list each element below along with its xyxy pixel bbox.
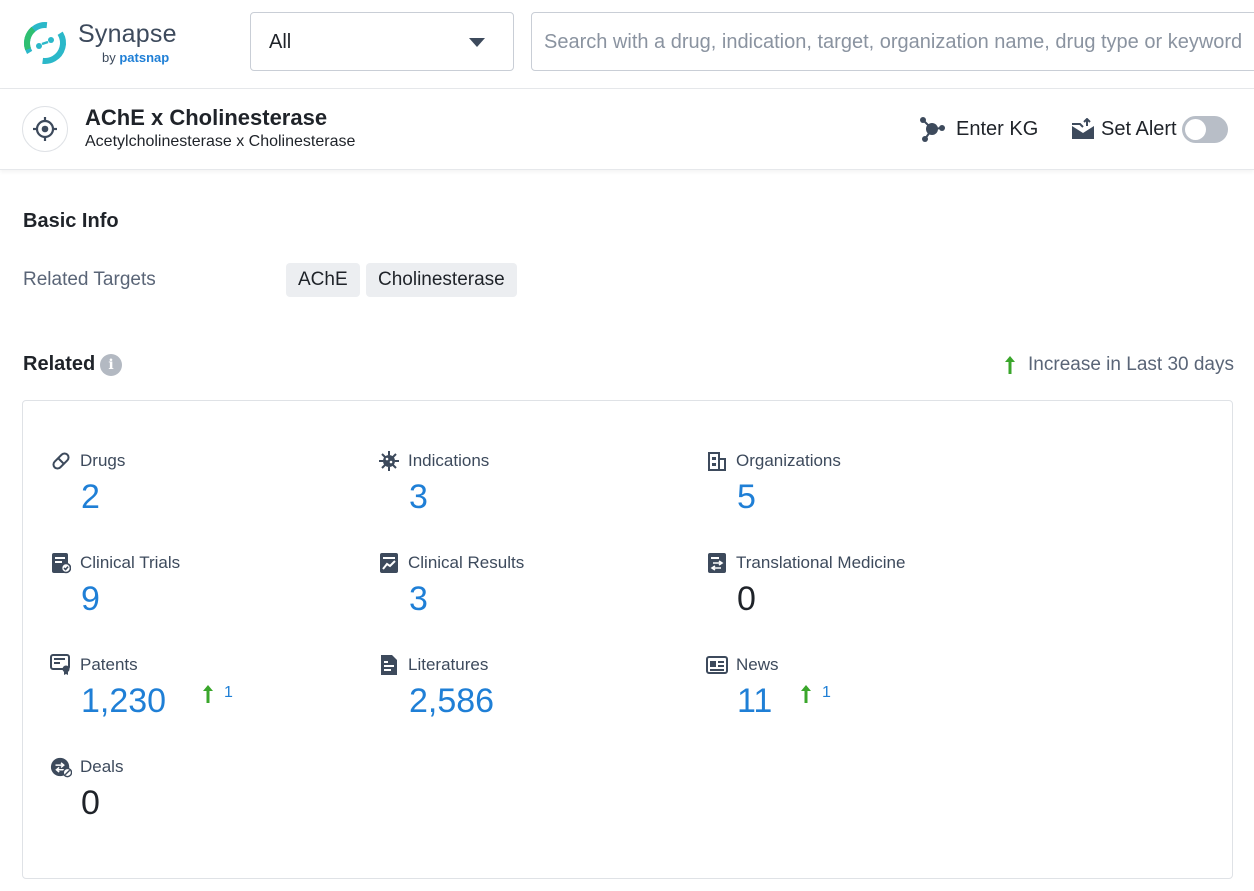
stat-value[interactable]: 9 <box>81 580 100 619</box>
stat-label: Patents <box>80 655 138 675</box>
stat-value[interactable]: 5 <box>737 478 756 517</box>
stat-drugs[interactable]: Drugs 2 <box>50 450 350 540</box>
target-icon <box>22 106 68 152</box>
stat-translational-medicine[interactable]: Translational Medicine 0 <box>706 552 1006 642</box>
related-stats-card: Drugs 2 Indications 3 Organizations 5 Cl… <box>22 400 1233 879</box>
stat-label: Organizations <box>736 451 841 471</box>
related-title: Related <box>23 353 95 376</box>
logo-text: Synapse <box>78 20 177 49</box>
stat-deals[interactable]: Deals 0 <box>50 756 350 846</box>
logo-by: by <box>102 50 116 65</box>
alert-toggle[interactable] <box>1182 116 1228 143</box>
search-scope-select[interactable]: All <box>250 12 514 71</box>
search-box <box>531 12 1254 71</box>
increase-legend: Increase in Last 30 days <box>1004 354 1234 376</box>
stat-value[interactable]: 3 <box>409 580 428 619</box>
literature-icon <box>378 654 400 676</box>
enter-kg-button[interactable]: Enter KG <box>918 115 1038 143</box>
stat-value: 0 <box>81 784 100 823</box>
top-bar: Synapse by patsnap All <box>0 0 1254 89</box>
stat-label: Translational Medicine <box>736 553 905 573</box>
alert-mail-icon <box>1071 118 1095 140</box>
search-input[interactable] <box>544 28 1244 56</box>
stat-clinical-results[interactable]: Clinical Results 3 <box>378 552 678 642</box>
stat-patents[interactable]: Patents 1,230 1 <box>50 654 350 744</box>
stat-value[interactable]: 3 <box>409 478 428 517</box>
set-alert-label: Set Alert <box>1101 118 1177 141</box>
logo-subtext: by patsnap <box>102 50 169 65</box>
info-icon[interactable]: i <box>100 354 122 376</box>
clinical-trial-icon <box>50 552 72 574</box>
arrow-up-icon <box>1004 355 1016 375</box>
arrow-up-icon <box>202 684 214 704</box>
stat-label: Clinical Trials <box>80 553 180 573</box>
stat-label: Drugs <box>80 451 125 471</box>
stat-value[interactable]: 2 <box>81 478 100 517</box>
stat-news[interactable]: News 11 1 <box>706 654 1006 744</box>
knowledge-graph-icon <box>918 115 946 143</box>
stat-value[interactable]: 2,586 <box>409 682 494 721</box>
synapse-logo[interactable]: Synapse by patsnap <box>22 18 182 70</box>
target-header: AChE x Cholinesterase Acetylcholinestera… <box>0 89 1254 170</box>
pill-icon <box>50 450 72 472</box>
set-alert[interactable]: Set Alert <box>1071 115 1177 143</box>
stat-value: 0 <box>737 580 756 619</box>
news-icon <box>706 654 728 676</box>
stat-value[interactable]: 11 <box>737 682 772 721</box>
arrow-up-icon <box>800 684 812 704</box>
target-tag-ache[interactable]: AChE <box>286 263 360 297</box>
building-icon <box>706 450 728 472</box>
stat-indications[interactable]: Indications 3 <box>378 450 678 540</box>
stat-value[interactable]: 1,230 <box>81 682 166 721</box>
stat-label: Deals <box>80 757 123 777</box>
legend-label: Increase in Last 30 days <box>1028 354 1234 376</box>
stat-literatures[interactable]: Literatures 2,586 <box>378 654 678 744</box>
stat-label: Indications <box>408 451 489 471</box>
target-tag-cholinesterase[interactable]: Cholinesterase <box>366 263 517 297</box>
stat-clinical-trials[interactable]: Clinical Trials 9 <box>50 552 350 642</box>
patent-icon <box>50 654 72 676</box>
stat-label: News <box>736 655 779 675</box>
stat-label: Literatures <box>408 655 488 675</box>
caret-down-icon <box>469 38 485 47</box>
page-title: AChE x Cholinesterase <box>85 105 327 131</box>
enter-kg-label: Enter KG <box>956 118 1038 141</box>
alert-toggle-knob <box>1185 119 1206 140</box>
increase-count: 1 <box>822 684 831 702</box>
increase-indicator: 1 <box>800 684 831 704</box>
virus-icon <box>378 450 400 472</box>
increase-indicator: 1 <box>202 684 233 704</box>
synapse-logo-icon <box>22 20 68 66</box>
page-subtitle: Acetylcholinesterase x Cholinesterase <box>85 133 355 151</box>
deal-icon <box>50 756 72 778</box>
search-scope-value: All <box>269 31 291 54</box>
stat-organizations[interactable]: Organizations 5 <box>706 450 1006 540</box>
clinical-result-icon <box>378 552 400 574</box>
basic-info-title: Basic Info <box>23 210 119 233</box>
stat-label: Clinical Results <box>408 553 524 573</box>
increase-count: 1 <box>224 684 233 702</box>
translational-icon <box>706 552 728 574</box>
related-targets-label: Related Targets <box>23 269 156 291</box>
logo-brand: patsnap <box>119 50 169 65</box>
